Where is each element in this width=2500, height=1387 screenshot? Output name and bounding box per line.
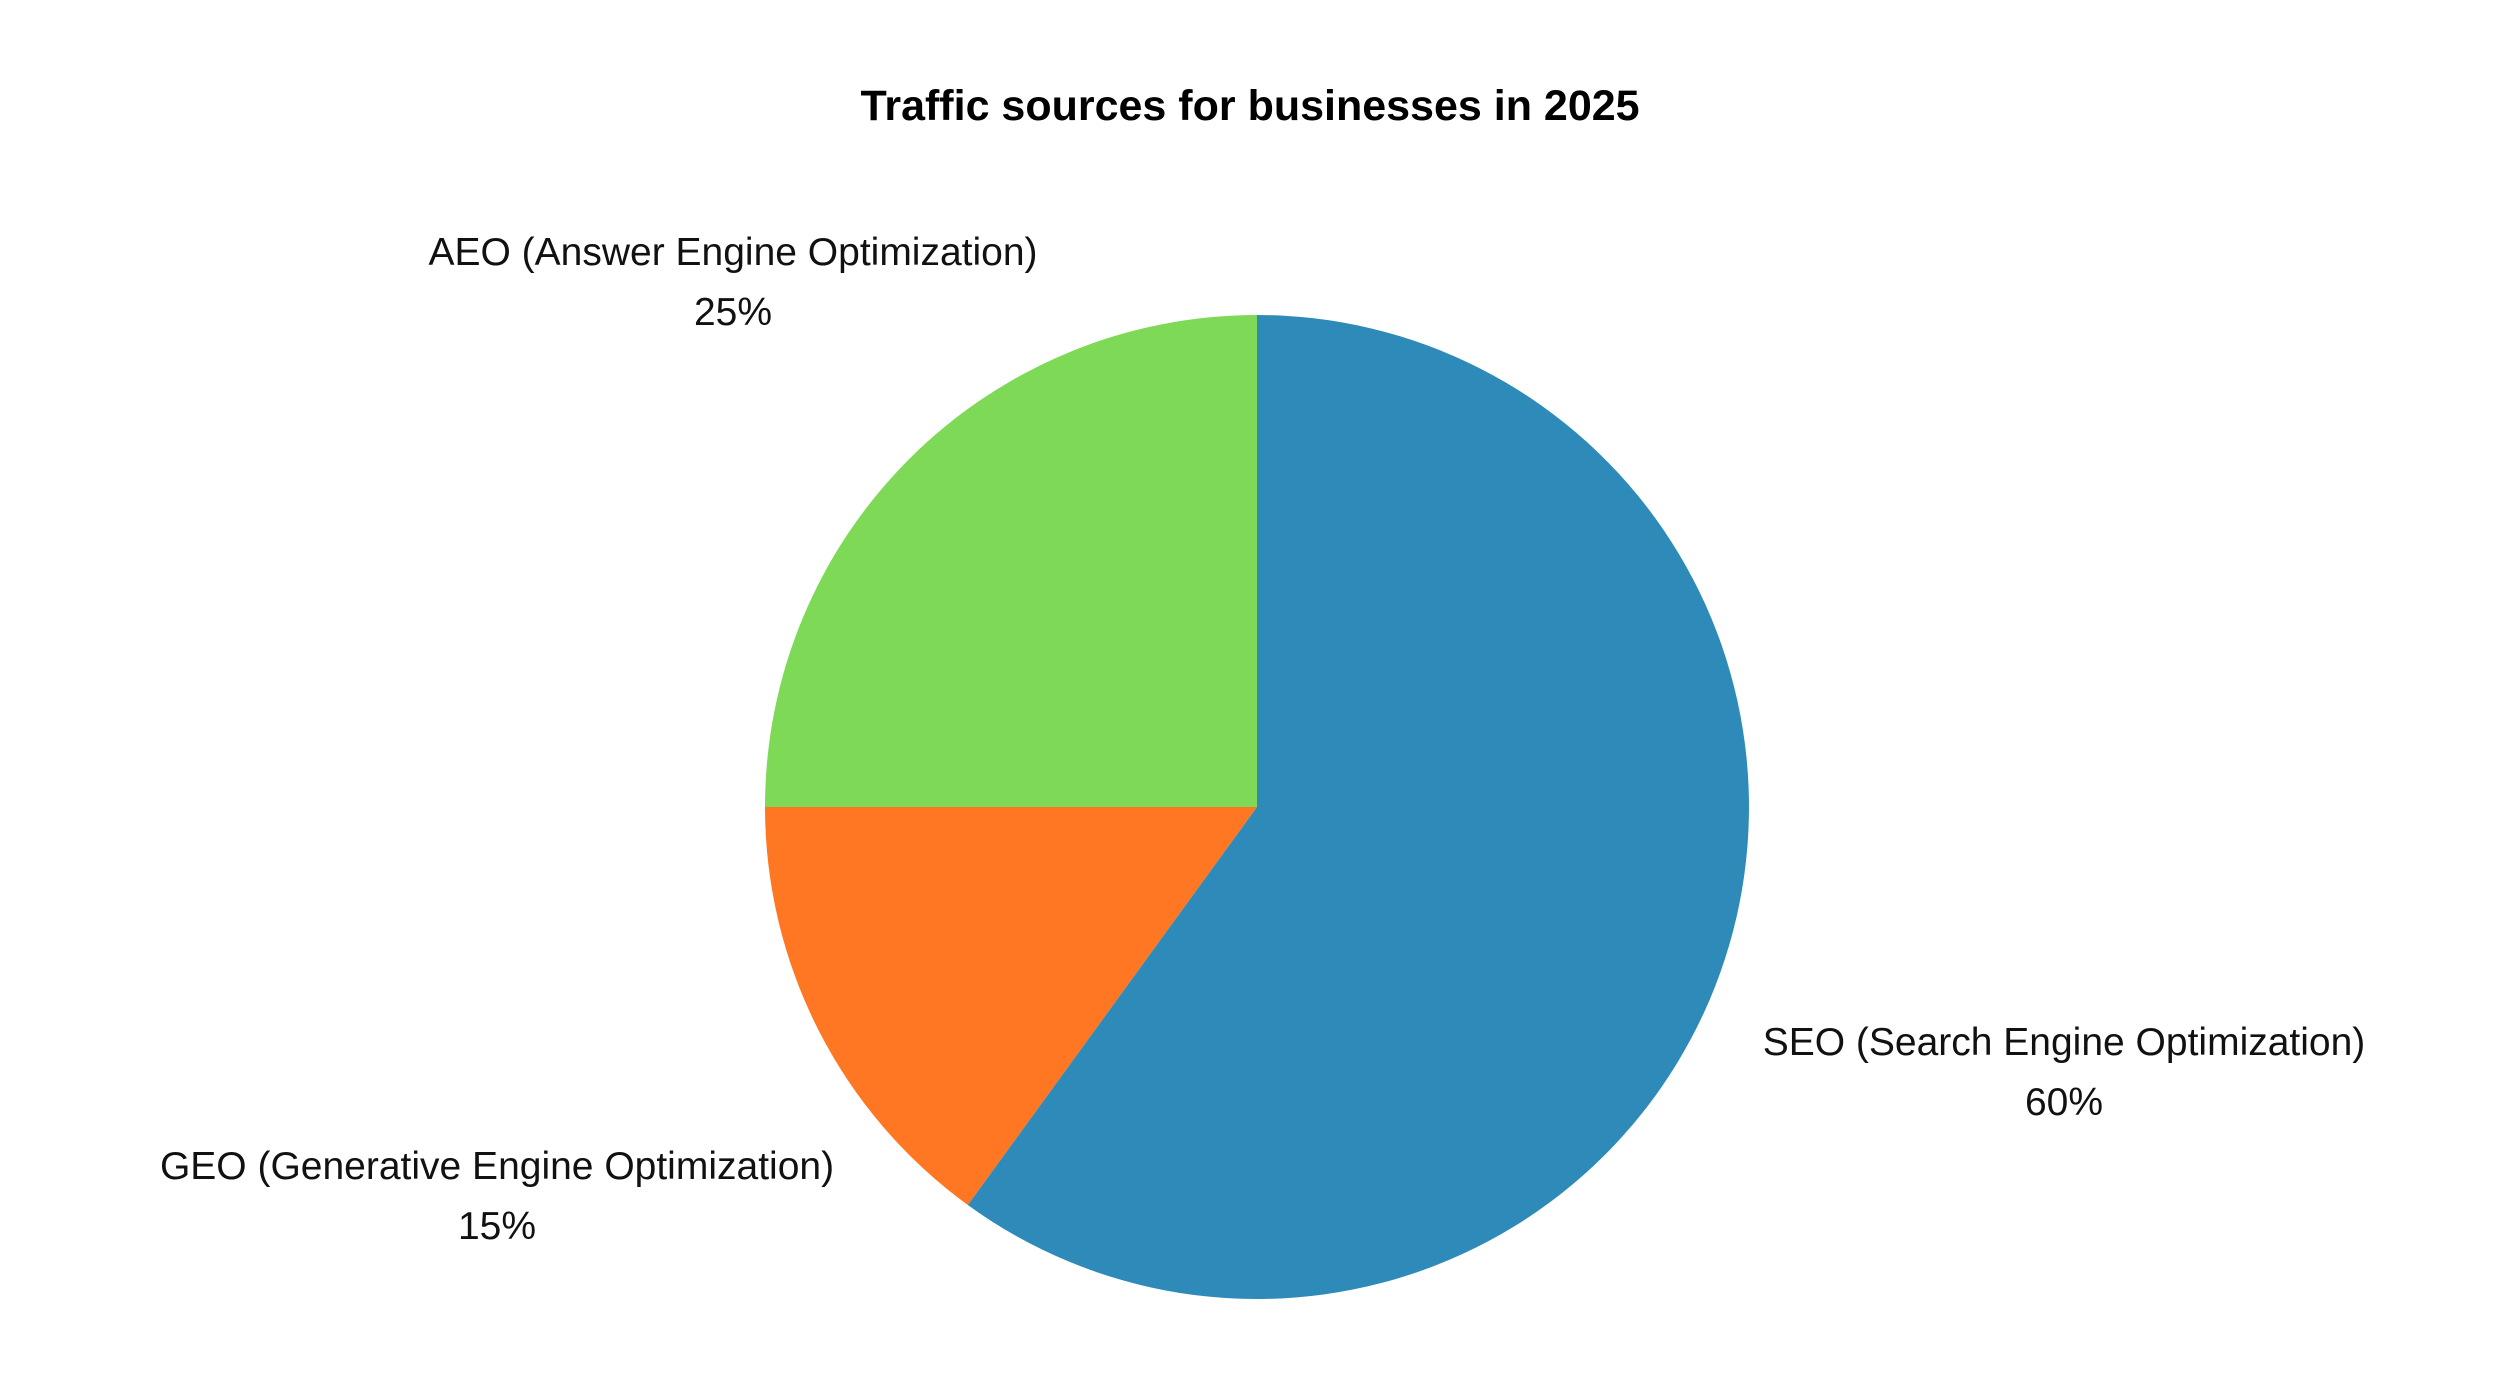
slice-label-seo: SEO (Search Engine Optimization) 60% bbox=[1763, 1013, 2366, 1133]
slice-label-aeo: AEO (Answer Engine Optimization) 25% bbox=[428, 223, 1037, 343]
pie-slice-aeo bbox=[765, 315, 1257, 807]
pie-slices bbox=[765, 315, 1749, 1300]
slice-name-geo: GEO (Generative Engine Optimization) bbox=[159, 1145, 835, 1188]
slice-label-geo: GEO (Generative Engine Optimization) 15% bbox=[160, 1137, 834, 1257]
pie-slice-geo bbox=[765, 807, 1257, 1206]
slice-name-seo: SEO (Search Engine Optimization) bbox=[1762, 1021, 2366, 1064]
slice-percent-aeo: 25% bbox=[693, 291, 773, 334]
chart-title: Traffic sources for businesses in 2025 bbox=[860, 82, 1640, 130]
slice-percent-seo: 60% bbox=[2024, 1081, 2104, 1124]
slice-name-aeo: AEO (Answer Engine Optimization) bbox=[428, 231, 1038, 274]
pie-slice-seo bbox=[967, 315, 1749, 1300]
slice-percent-geo: 15% bbox=[457, 1205, 537, 1248]
